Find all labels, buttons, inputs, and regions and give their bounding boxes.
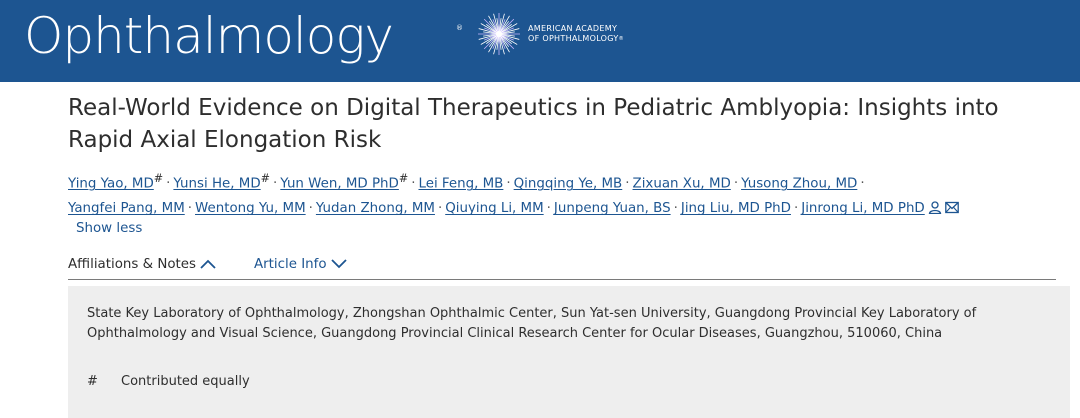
show-less-button[interactable]: Show less [76, 221, 143, 236]
author-separator: · [166, 176, 171, 192]
author-separator: · [625, 176, 630, 192]
author-link[interactable]: Qiuying Li, MM [445, 201, 544, 217]
footnote-text: Contributed equally [121, 374, 250, 389]
author-separator: · [308, 201, 313, 217]
author-separator: · [733, 176, 739, 192]
author-link[interactable]: Ying Yao, MD [68, 176, 154, 192]
author-link[interactable]: Yun Wen, MD PhD [280, 176, 399, 192]
author-link[interactable]: Lei Feng, MB [418, 176, 504, 192]
author-link[interactable]: Qingqing Ye, MB [513, 176, 623, 192]
footnote-contributed-equally: # Contributed equally [87, 372, 250, 392]
tab-affiliations-label: Affiliations & Notes [68, 257, 197, 272]
tab-article-info[interactable]: Article Info [254, 254, 347, 276]
equal-contribution-mark: # [153, 172, 164, 185]
email-icon[interactable] [944, 201, 959, 214]
tabs-divider [68, 279, 1056, 280]
author-link[interactable]: Yudan Zhong, MM [315, 201, 435, 217]
author-list: Ying Yao, MD# · Yunsi He, MD# · Yun Wen, MD … [68, 166, 1073, 221]
author-link[interactable]: Junpeng Yuan, BS [553, 201, 671, 217]
footnote-symbol: # [87, 374, 98, 389]
person-icon[interactable] [928, 201, 942, 215]
article-title: Real-World Evidence on Digital Therapeut… [68, 95, 999, 153]
registered-mark: ® [456, 24, 463, 32]
author-separator: · [546, 201, 551, 217]
affiliations-panel: State Key Laboratory of Ophthalmology, Z… [68, 286, 1070, 418]
aao-logo-text[interactable]: AMERICAN ACADEMY OF OPHTHALMOLOGY® [528, 24, 624, 44]
aao-registered-mark: ® [618, 36, 624, 42]
author-link[interactable]: Yangfei Pang, MM [68, 201, 185, 217]
equal-contribution-mark: # [398, 172, 409, 185]
author-separator: · [187, 201, 193, 217]
author-link[interactable]: Yunsi He, MD [173, 176, 261, 192]
chevron-down-icon [330, 259, 347, 269]
journal-header: Ophthalmology ® AMERICAN ACADEMY OF OPHT… [0, 0, 1080, 82]
chevron-up-icon [200, 259, 216, 269]
aao-line-1: AMERICAN ACADEMY [528, 24, 618, 33]
affiliation-text: State Key Laboratory of Ophthalmology, Z… [87, 306, 977, 341]
author-separator: · [506, 176, 511, 192]
author-link[interactable]: Wentong Yu, MM [195, 201, 306, 217]
author-separator: · [411, 176, 416, 192]
author-link[interactable]: Zixuan Xu, MD [632, 176, 731, 192]
author-separator: · [673, 201, 678, 217]
author-link[interactable]: Jing Liu, MD PhD [680, 201, 791, 217]
author-separator: · [437, 201, 443, 217]
aao-starburst-icon[interactable] [477, 12, 521, 56]
tab-affiliations-notes[interactable]: Affiliations & Notes [68, 254, 216, 276]
author-link[interactable]: Yusong Zhou, MD [741, 176, 858, 192]
equal-contribution-mark: # [260, 172, 271, 185]
author-link[interactable]: Jinrong Li, MD PhD [801, 201, 925, 217]
aao-line-2: OF OPHTHALMOLOGY® [528, 34, 624, 44]
author-separator: · [860, 176, 865, 192]
author-separator: · [273, 176, 278, 192]
author-separator: · [793, 201, 799, 217]
aao-line-2-text: OF OPHTHALMOLOGY [528, 34, 619, 43]
tab-article-info-label: Article Info [254, 257, 327, 272]
journal-logo[interactable]: Ophthalmology [24, 7, 394, 65]
